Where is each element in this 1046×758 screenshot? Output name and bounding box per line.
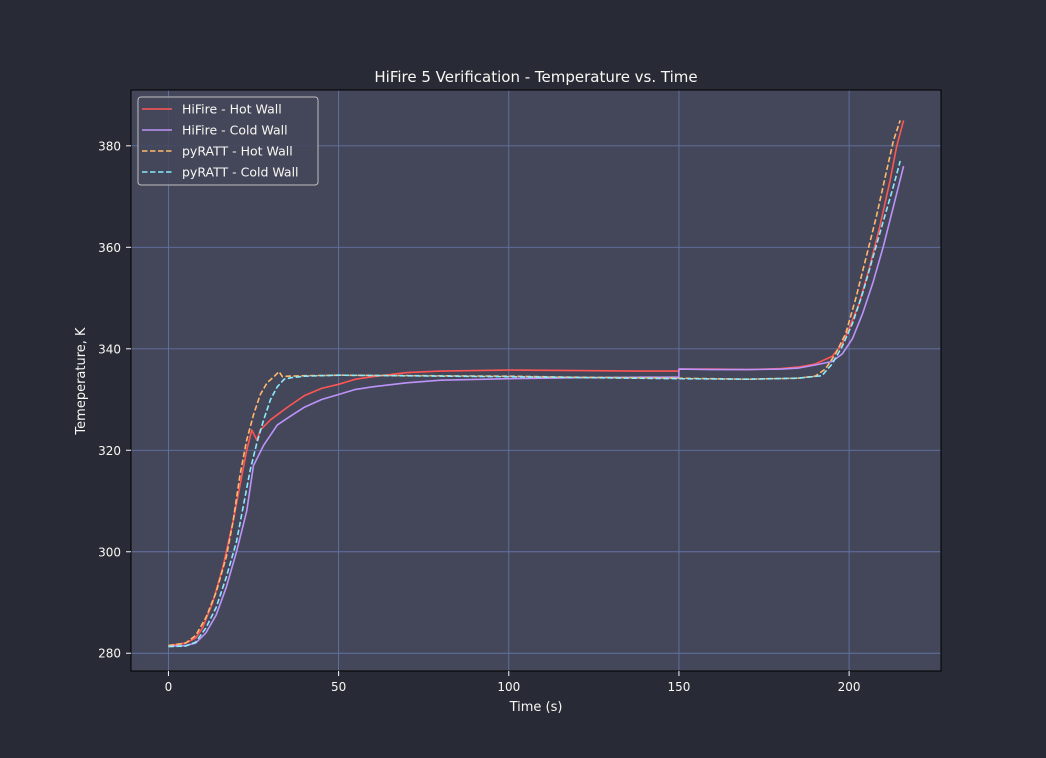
- y-axis-label: Temeperature, K: [74, 327, 89, 436]
- chart-title: HiFire 5 Verification - Temperature vs. …: [374, 68, 697, 86]
- y-tick-label: 360: [98, 241, 121, 255]
- series-lines: [168, 120, 905, 648]
- legend: HiFire - Hot Wall HiFire - Cold Wall pyRAT…: [137, 96, 319, 186]
- legend-label: HiFire - Cold Wall: [182, 123, 288, 138]
- series-line-4: [168, 160, 901, 648]
- grid: [131, 90, 941, 671]
- y-tick-label: 280: [98, 647, 121, 661]
- x-tick-label: 50: [331, 680, 346, 694]
- y-tick-label: 320: [98, 444, 121, 458]
- plot-frame: [130, 89, 942, 672]
- legend-label: pyRATT - Hot Wall: [182, 144, 293, 159]
- legend-label: HiFire - Hot Wall: [182, 102, 282, 117]
- legend-box: [137, 96, 319, 186]
- y-tick-label: 340: [98, 342, 121, 356]
- legend-label: pyRATT - Cold Wall: [182, 165, 299, 180]
- x-tick-label: 150: [667, 680, 690, 694]
- y-tick-label: 300: [98, 545, 121, 559]
- x-axis-label: Time (s): [509, 700, 563, 715]
- y-tick-label: 380: [98, 139, 121, 153]
- series-line-2: [168, 165, 905, 647]
- x-tick-label: 100: [497, 680, 520, 694]
- plot-area: [131, 90, 941, 671]
- x-tick-label: 200: [838, 680, 861, 694]
- axis-ticks: 0 50 100 150 200 280 300 320 340 360 380: [98, 139, 860, 694]
- x-tick-label: 0: [165, 680, 173, 694]
